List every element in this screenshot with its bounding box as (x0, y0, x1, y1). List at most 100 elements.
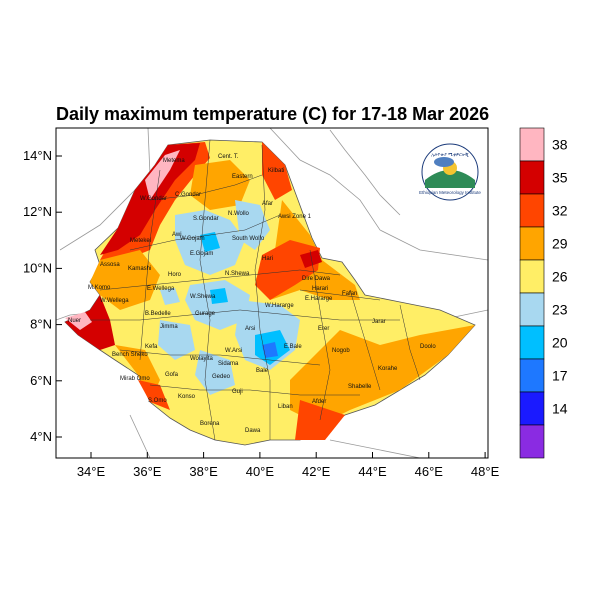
logo-top-text: ኢትዮጵያ ሚቲዎሮሎጂ (431, 152, 469, 157)
place-label: W.Arsi (225, 348, 242, 354)
place-label: Metekel (130, 238, 151, 244)
place-label: Fafan (342, 291, 357, 297)
place-label: E.Wellega (147, 286, 175, 292)
y-tick-label: 12°N (23, 204, 52, 219)
place-label: Awsi Zone 1 (278, 214, 312, 220)
y-tick-label: 4°N (30, 429, 52, 444)
place-label: Borena (200, 421, 220, 427)
colorbar-swatch (519, 226, 545, 261)
x-tick-label: 36°E (133, 464, 162, 479)
logo-bottom-text: Ethiopian Meteorology Institute (419, 190, 481, 195)
place-label: Kefa (145, 344, 158, 350)
place-label: M.Komo (88, 285, 111, 291)
colorbar-label: 38 (552, 137, 568, 153)
x-tick-label: 42°E (302, 464, 331, 479)
colorbar-swatch (519, 193, 545, 228)
place-label: W.Gondar (140, 196, 167, 202)
place-label: South Wollo (232, 236, 265, 242)
logo-hills (425, 170, 475, 188)
x-tick-label: 38°E (189, 464, 218, 479)
place-label: S.Gondar (193, 216, 219, 222)
colorbar-swatch (519, 127, 545, 162)
place-label: Assosa (100, 262, 120, 268)
map-title: Daily maximum temperature (C) for 17-18 … (56, 104, 490, 124)
place-label: Mirab Omo (120, 376, 150, 382)
colorbar-swatch (519, 358, 545, 393)
place-label: Kilbati (268, 168, 284, 174)
place-label: B.Bedelle (145, 311, 171, 317)
place-label: C.Gondar (175, 192, 201, 198)
colorbar-label: 23 (552, 302, 568, 318)
place-label: S.Omo (148, 398, 167, 404)
place-label: Konso (178, 394, 196, 400)
colorbar-label: 35 (552, 170, 568, 186)
place-label: W.Wellega (100, 298, 129, 304)
colorbar-swatch (519, 325, 545, 360)
colorbar-label: 32 (552, 203, 568, 219)
place-label: Cent. T. (218, 154, 239, 160)
place-label: Hari (262, 256, 273, 262)
place-label: Gedeo (212, 374, 231, 380)
colorbar-swatch (519, 292, 545, 327)
place-label: Afar (262, 201, 273, 207)
place-label: Korahe (378, 366, 398, 372)
place-label: N.Shewa (225, 271, 250, 277)
place-label: Jarar (372, 319, 386, 325)
place-label: Erer (318, 326, 329, 332)
colorbar-label: 29 (552, 236, 568, 252)
place-label: E.Bale (284, 344, 302, 350)
place-label: Nogob (332, 348, 350, 354)
place-label: Doolo (420, 344, 436, 350)
place-label: Kamashi (128, 266, 151, 272)
place-label: Shabelle (348, 384, 372, 390)
x-tick-label: 40°E (246, 464, 275, 479)
colorbar-label: 20 (552, 335, 568, 351)
place-label: Afder (312, 399, 326, 405)
place-label: Liban (278, 404, 293, 410)
colorbar-label: 17 (552, 368, 568, 384)
place-label: Awi (172, 232, 182, 238)
place-label: E.Gojam (190, 251, 213, 257)
plot-frame (55, 127, 489, 459)
y-tick-label: 10°N (23, 260, 52, 275)
place-label: Eastern (232, 174, 253, 180)
place-label: Sidama (218, 361, 239, 367)
colorbar-swatch (519, 391, 545, 426)
colorbar-swatch (519, 160, 545, 195)
place-label: W.Hararge (265, 303, 294, 309)
place-labels: Metema W.Gondar C.Gondar Cent. T. Easter… (68, 154, 436, 434)
institute-logo: ኢትዮጵያ ሚቲዎሮሎጂ Ethiopian Meteorology Insti… (419, 143, 481, 201)
colorbar-swatch (519, 259, 545, 294)
x-tick-label: 46°E (415, 464, 444, 479)
place-label: Metema (163, 158, 185, 164)
place-label: Dire Dawa (302, 276, 331, 282)
place-label: Gofa (165, 372, 179, 378)
temperature-field (65, 142, 475, 440)
place-label: Bench Sheko (112, 352, 148, 358)
x-tick-label: 48°E (471, 464, 500, 479)
place-label: N.Wollo (228, 211, 250, 217)
y-tick-label: 8°N (30, 317, 52, 332)
place-label: E.Hararge (305, 296, 333, 302)
place-label: Jimma (160, 324, 178, 330)
place-label: Guji (232, 389, 243, 395)
y-tick-label: 14°N (23, 148, 52, 163)
place-label: Horo (168, 272, 182, 278)
x-tick-label: 44°E (358, 464, 387, 479)
colorbar-label: 14 (552, 401, 568, 417)
y-tick-label: 6°N (30, 373, 52, 388)
place-label: W.Gojam (180, 236, 205, 242)
colorbar-swatch (519, 424, 545, 459)
place-label: Arsi (245, 326, 255, 332)
place-label: Dawa (245, 428, 261, 434)
x-tick-label: 34°E (77, 464, 106, 479)
place-label: W.Shewa (190, 294, 216, 300)
admin-borders (90, 139, 421, 441)
place-label: Wolayita (190, 356, 214, 362)
place-label: Harari (312, 286, 328, 292)
y-axis: 14°N 12°N 10°N 8°N 6°N 4°N (23, 148, 62, 444)
x-axis: 34°E 36°E 38°E 40°E 42°E 44°E 46°E 48°E (77, 452, 500, 479)
place-label: Gurage (195, 311, 216, 317)
logo-cloud (434, 157, 454, 167)
